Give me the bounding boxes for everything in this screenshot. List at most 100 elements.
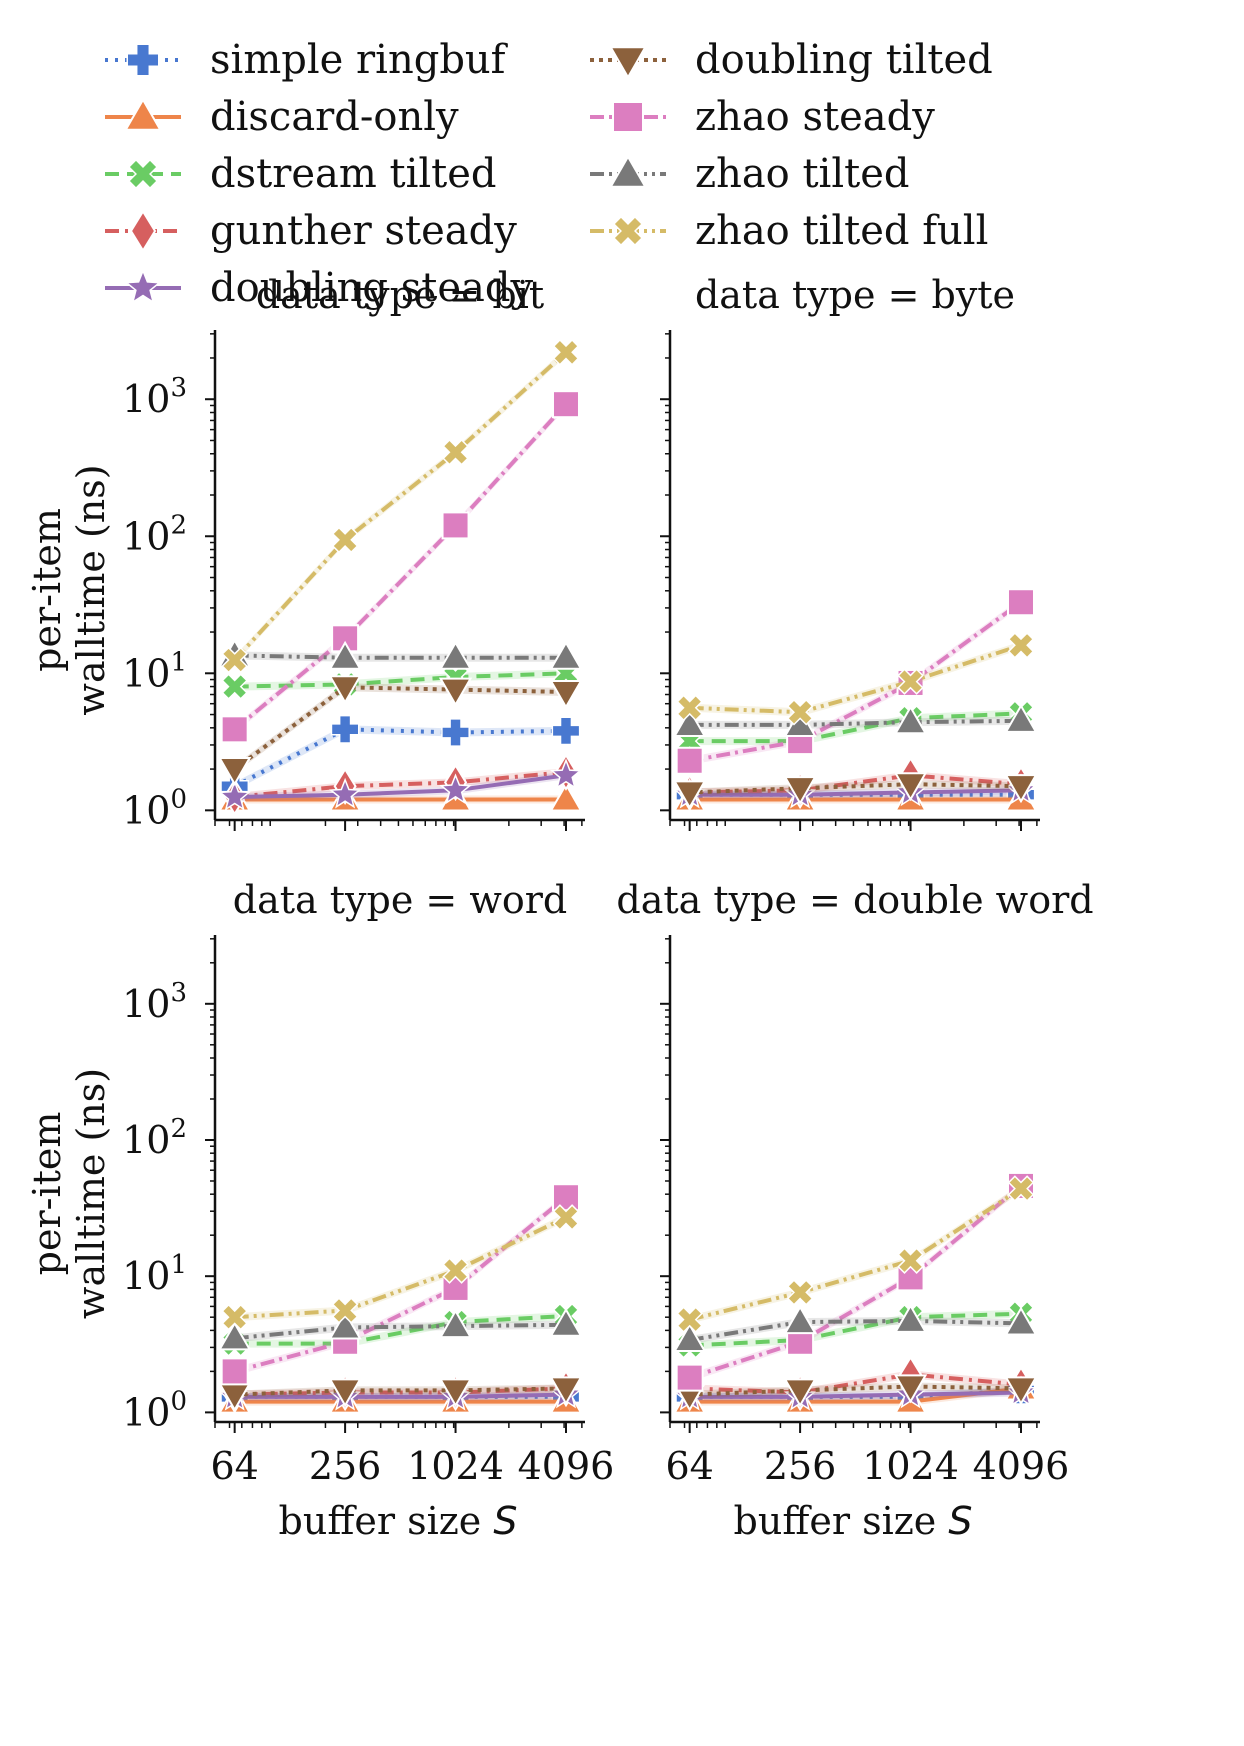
data-point <box>221 646 248 674</box>
legend-item: zhao tilted full <box>590 208 988 254</box>
panel-title: data type = byte <box>695 273 1015 317</box>
legend-label: gunther steady <box>210 208 517 254</box>
series-doubling-steady <box>218 758 583 811</box>
x-tick-label: 64 <box>665 1444 713 1488</box>
x-tick-label: 1024 <box>862 1444 959 1488</box>
data-point <box>897 668 924 695</box>
y-tick-label: 103 <box>122 373 187 421</box>
series-line <box>234 1386 567 1397</box>
series-line <box>689 1311 1022 1348</box>
y-tick-base: 10 <box>122 788 170 832</box>
y-tick-label: 102 <box>122 1114 187 1162</box>
series-line <box>234 671 567 689</box>
series-line <box>234 1215 567 1320</box>
x-axis-label-var: S <box>948 1499 972 1543</box>
data-point <box>552 338 580 366</box>
panel-2: data type = byte <box>660 273 1040 831</box>
data-point <box>893 1303 928 1333</box>
legend-marker-icon <box>609 46 647 80</box>
legend-label: zhao steady <box>695 94 935 140</box>
data-point <box>552 1204 580 1231</box>
legend-label: simple ringbuf <box>210 37 509 83</box>
data-point <box>551 390 580 419</box>
data-point <box>438 677 473 707</box>
data-point <box>1006 588 1035 617</box>
series-doubling-tilted <box>217 1376 583 1412</box>
legend-item: gunther steady <box>105 208 517 254</box>
legend: simple ringbuf discard-only dstream tilted… <box>105 37 993 311</box>
data-point <box>549 679 583 709</box>
data-point <box>1007 632 1035 659</box>
x-axis-label-text: buffer size <box>279 1499 494 1543</box>
legend-item: doubling steady <box>105 265 533 311</box>
series-zhao-tilted-full <box>676 1175 1035 1333</box>
series-line <box>234 1314 567 1346</box>
legend-item: zhao steady <box>590 94 935 140</box>
data-point <box>218 780 251 811</box>
legend-marker-icon <box>124 97 162 131</box>
x-tick-label: 256 <box>309 1444 382 1488</box>
legend-item: zhao tilted <box>590 151 910 197</box>
data-point <box>551 716 581 746</box>
data-point <box>672 707 707 737</box>
series-line <box>233 685 567 771</box>
data-point <box>893 705 928 735</box>
data-point <box>783 1378 817 1408</box>
series-band <box>234 400 566 734</box>
data-point <box>441 511 470 540</box>
series-line <box>689 600 1023 763</box>
y-tick-exponent: 0 <box>170 1386 187 1416</box>
panel-title: data type = double word <box>616 878 1093 922</box>
data-point <box>217 1321 252 1351</box>
x-axis-label-text: buffer size <box>734 1499 949 1543</box>
legend-marker-icon <box>612 215 644 247</box>
series-zhao-tilted-full <box>221 338 580 674</box>
data-point <box>331 526 359 554</box>
series-band <box>234 683 566 774</box>
series-zhao-steady <box>220 1183 580 1386</box>
legend-marker-icon <box>609 154 647 188</box>
y-tick-label: 100 <box>122 1386 187 1434</box>
panel-1: data type = bit100101102103per-itemwallt… <box>25 273 585 832</box>
data-point <box>442 438 469 466</box>
y-tick-exponent: 1 <box>170 647 187 677</box>
y-tick-base: 10 <box>122 982 170 1026</box>
series-line <box>689 782 1022 795</box>
series-line <box>689 1372 1022 1395</box>
x-tick-label: 4096 <box>518 1444 615 1488</box>
data-point <box>786 1279 814 1306</box>
data-point <box>549 758 583 790</box>
series-zhao-tilted <box>672 703 1038 737</box>
data-point <box>328 777 362 809</box>
series-band <box>234 348 566 664</box>
data-point <box>672 1323 707 1353</box>
y-axis-label-line1: per-item <box>25 1112 69 1276</box>
x-tick-label: 4096 <box>973 1444 1070 1488</box>
series-zhao-tilted-full <box>221 1204 580 1331</box>
series-band <box>234 1193 566 1376</box>
legend-item: discard-only <box>105 94 459 140</box>
data-point <box>672 780 707 810</box>
series-zhao-tilted <box>217 1307 583 1351</box>
legend-label: discard-only <box>210 94 459 140</box>
x-tick-label: 1024 <box>407 1444 504 1488</box>
series-line <box>689 643 1022 715</box>
series-band <box>689 1316 1021 1344</box>
data-point <box>328 1310 362 1340</box>
series-doubling-tilted <box>217 675 583 787</box>
series-band <box>689 641 1021 717</box>
data-point <box>442 1257 469 1284</box>
series-line <box>234 773 567 799</box>
legend-item: doubling tilted <box>590 37 993 83</box>
y-tick-exponent: 2 <box>170 1114 187 1144</box>
series-line <box>234 1386 567 1397</box>
data-point <box>897 1247 924 1274</box>
series-band <box>689 1181 1021 1382</box>
series-line <box>234 1322 567 1341</box>
data-point <box>676 694 703 722</box>
data-point <box>438 1309 473 1339</box>
series-line <box>689 711 1022 744</box>
data-point <box>220 715 249 744</box>
series-band <box>689 780 1021 797</box>
